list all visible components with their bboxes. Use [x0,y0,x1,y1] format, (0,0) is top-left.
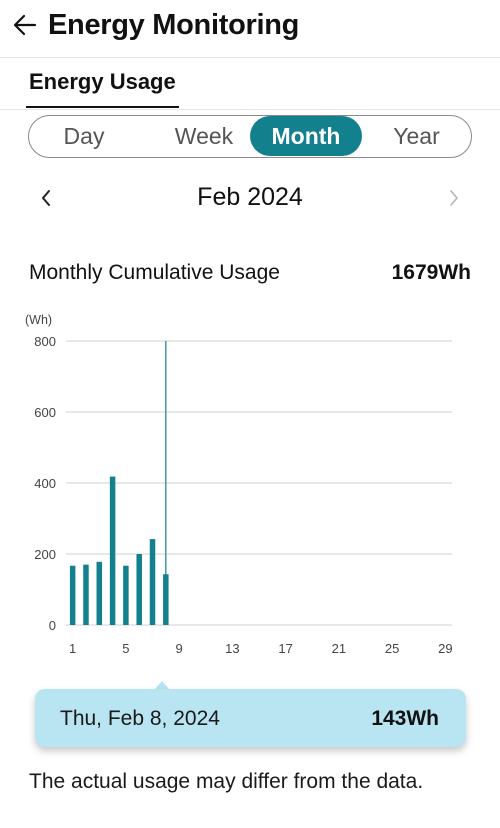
previous-period-button[interactable] [34,184,58,212]
chevron-left-icon [42,190,50,206]
usage-bar [149,539,156,625]
period-option-week[interactable]: Week [174,123,234,149]
app-header: Energy Monitoring [0,0,500,58]
y-tick-label: 800 [34,334,56,349]
y-tick-label: 400 [34,476,56,491]
usage-bar [83,564,89,625]
disclaimer-text: The actual usage may differ from the dat… [29,770,424,793]
y-tick-label: 0 [49,618,56,633]
summary-value: 1679Wh [391,261,471,284]
period-label: Feb 2024 [197,183,303,211]
period-option-day[interactable]: Day [63,123,105,149]
x-tick-label: 21 [332,641,346,656]
back-button[interactable] [10,10,40,40]
x-tick-label: 1 [69,641,76,656]
period-option-year[interactable]: Year [393,123,440,149]
tab-energy-usage[interactable]: Energy Usage [26,58,179,108]
period-selector: Day Week Month Year [28,115,472,158]
x-tick-label: 13 [225,641,239,656]
chevron-right-icon [450,190,458,206]
usage-tooltip: Thu, Feb 8, 2024 143Wh [35,689,466,747]
next-period-button[interactable] [442,184,466,212]
tooltip-date: Thu, Feb 8, 2024 [60,707,220,730]
period-option-month[interactable]: Month [250,116,362,156]
tab-bar: Energy Usage [0,58,500,110]
y-tick-label: 600 [34,405,56,420]
usage-bar [69,565,76,625]
y-tick-label: 200 [34,547,56,562]
y-axis-unit-label: (Wh) [25,313,52,327]
usage-bar-chart[interactable]: (Wh) 0 200 400 600 800 1 5 9 13 17 21 25 29 [0,305,500,665]
tooltip-value: 143Wh [371,707,439,730]
x-tick-label: 9 [176,641,183,656]
usage-bar [109,476,116,625]
x-tick-label: 29 [438,641,452,656]
usage-bar [123,565,129,625]
usage-bar [96,561,103,625]
tooltip-caret [154,681,170,690]
summary-label: Monthly Cumulative Usage [29,261,280,284]
x-tick-label: 25 [385,641,399,656]
arrow-left-icon [13,14,37,36]
usage-bar [136,554,142,625]
x-tick-label: 5 [122,641,129,656]
period-navigation: Feb 2024 [0,178,500,218]
x-tick-label: 17 [278,641,292,656]
page-title: Energy Monitoring [48,9,300,41]
